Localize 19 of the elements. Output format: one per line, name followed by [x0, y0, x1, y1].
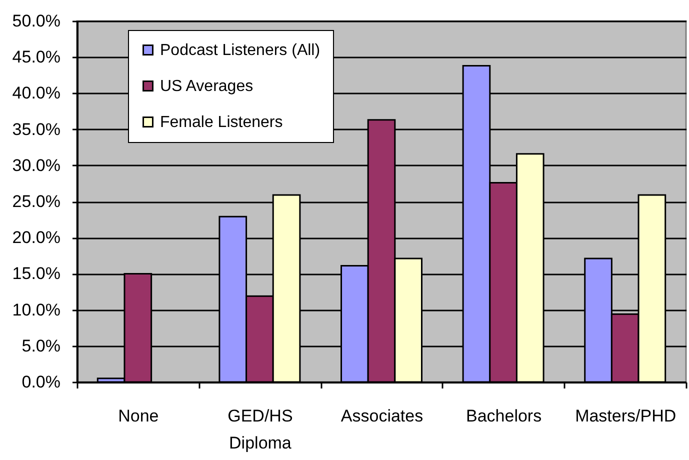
- x-tick-label: None: [118, 406, 159, 426]
- y-tick-label: 40.0%: [12, 84, 60, 103]
- y-tick-label: 15.0%: [12, 264, 60, 284]
- y-tick-label: 20.0%: [12, 228, 60, 248]
- y-tick-label: 5.0%: [22, 336, 60, 356]
- x-tick-label: Masters/PHD: [575, 406, 676, 426]
- y-tick-label: 25.0%: [12, 192, 60, 211]
- x-tick-label: Associates: [340, 406, 424, 426]
- x-tick-label: GED/HS Diploma: [228, 406, 293, 452]
- y-tick-label: 30.0%: [12, 156, 60, 175]
- y-tick-label: 50.0%: [12, 12, 60, 30]
- legend-label: Podcast Listeners (All): [160, 42, 320, 59]
- y-tick-label: 10.0%: [12, 300, 60, 320]
- y-tick-label: 0.0%: [22, 372, 60, 392]
- legend-label: US Averages: [160, 78, 254, 95]
- y-tick-label: 35.0%: [12, 120, 60, 139]
- legend-label: Female Listeners: [160, 114, 283, 131]
- y-tick-label: 45.0%: [12, 48, 60, 67]
- x-tick-label: Bachelors: [466, 406, 542, 426]
